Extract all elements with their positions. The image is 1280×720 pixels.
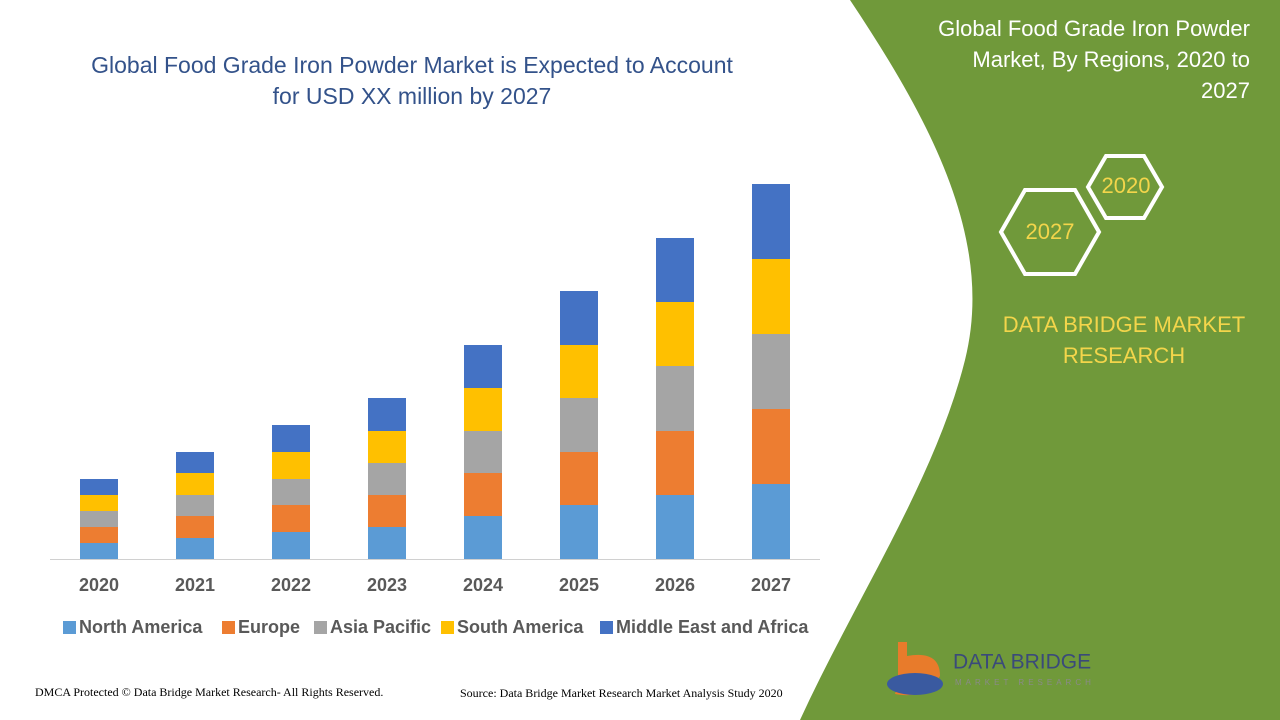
legend-label: North America	[79, 617, 203, 637]
legend-swatch	[222, 621, 235, 634]
bar-segment	[752, 409, 790, 484]
bar-segment	[272, 425, 310, 452]
logo-tagline: MARKET RESEARCH	[955, 678, 1095, 687]
brand-text: DATA BRIDGE MARKET	[1003, 312, 1245, 337]
footer-right: Source: Data Bridge Market Research Mark…	[460, 686, 783, 700]
bar-segment	[368, 495, 406, 527]
bar-segment	[560, 505, 598, 559]
bar-segment	[560, 398, 598, 452]
bar-segment	[656, 302, 694, 366]
brand-text: RESEARCH	[1063, 343, 1185, 368]
hexagon	[998, 188, 1102, 276]
bar-segment	[560, 291, 598, 345]
logo-icon	[887, 673, 943, 695]
hex-label: 2027	[1026, 219, 1075, 244]
x-tick-label: 2024	[463, 575, 503, 595]
footer-left: DMCA Protected © Data Bridge Market Rese…	[35, 685, 383, 699]
hex-label: 2020	[1102, 173, 1151, 198]
x-tick-label: 2022	[271, 575, 311, 595]
bar-segment	[560, 452, 598, 505]
legend-label: South America	[457, 617, 584, 637]
bar-segment	[80, 511, 118, 527]
bar-segment	[368, 527, 406, 559]
logo-name: DATA BRIDGE	[953, 651, 1091, 674]
hexagon	[1085, 154, 1165, 220]
x-tick-label: 2021	[175, 575, 215, 595]
bar-segment	[464, 388, 502, 431]
bar-segment	[272, 532, 310, 559]
bar-segment	[368, 463, 406, 495]
legend-swatch	[441, 621, 454, 634]
panel-title: Market, By Regions, 2020 to	[972, 47, 1250, 72]
bar-segment	[176, 538, 214, 559]
bar-segment	[272, 452, 310, 479]
green-panel	[800, 0, 1280, 720]
bar-segment	[368, 431, 406, 463]
bar-segment	[176, 473, 214, 495]
logo-icon	[898, 642, 907, 682]
chart-title: Global Food Grade Iron Powder Market is …	[91, 52, 733, 78]
bar-segment	[656, 366, 694, 431]
bar-segment	[752, 259, 790, 334]
legend-label: Europe	[238, 617, 300, 637]
chart-title: for USD XX million by 2027	[273, 83, 552, 109]
bar-segment	[752, 484, 790, 559]
bar-segment	[752, 334, 790, 409]
legend-swatch	[314, 621, 327, 634]
logo: DATA BRIDGE MARKET RESEARCH	[887, 642, 1095, 696]
bar-segment	[80, 527, 118, 543]
x-tick-label: 2025	[559, 575, 599, 595]
legend-label: Middle East and Africa	[616, 617, 809, 637]
legend-swatch	[600, 621, 613, 634]
x-tick-label: 2020	[79, 575, 119, 595]
bar-segment	[464, 431, 502, 473]
legend-swatch	[63, 621, 76, 634]
bar-segment	[176, 516, 214, 538]
bar-segment	[272, 479, 310, 505]
bar-segment	[752, 184, 790, 259]
x-tick-label: 2027	[751, 575, 791, 595]
panel-title: Global Food Grade Iron Powder	[938, 16, 1250, 41]
bar-segment	[464, 473, 502, 516]
bar-segment	[656, 495, 694, 559]
bar-segment	[656, 238, 694, 302]
bar-segment	[464, 345, 502, 388]
legend-label: Asia Pacific	[330, 617, 431, 637]
bar-segment	[464, 516, 502, 559]
bar-segment	[80, 495, 118, 511]
bar-segment	[560, 345, 598, 398]
x-tick-label: 2023	[367, 575, 407, 595]
bar-segment	[176, 495, 214, 516]
x-tick-label: 2026	[655, 575, 695, 595]
bar-segment	[80, 543, 118, 559]
bar-segment	[80, 479, 118, 495]
bar-segment	[176, 452, 214, 473]
bar-segment	[272, 505, 310, 532]
bar-segment	[368, 398, 406, 431]
bar-segment	[656, 431, 694, 495]
panel-title: 2027	[1201, 78, 1250, 103]
